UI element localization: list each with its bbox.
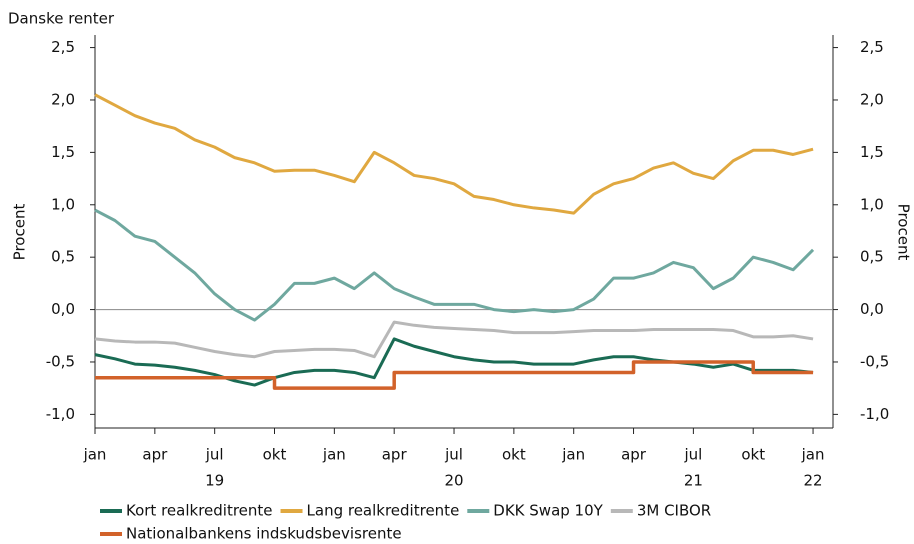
- series-line: [95, 360, 814, 390]
- x-tick-label: jul: [683, 446, 702, 464]
- y2-tick-label: 0,0: [860, 300, 884, 318]
- legend-label: 3M CIBOR: [637, 502, 711, 520]
- y2-tick-label: -1,0: [860, 405, 889, 423]
- y2-tick-label: 1,0: [860, 195, 884, 213]
- y-tick-label: -0,5: [46, 352, 75, 370]
- y2-tick-label: 2,0: [860, 90, 884, 108]
- y2-tick-label: -0,5: [860, 352, 889, 370]
- series-line: [94, 208, 815, 322]
- y-tick-label: -1,0: [46, 405, 75, 423]
- legend-label: Nationalbankens indskudsbevisrente: [126, 525, 402, 543]
- x-tick-label: apr: [382, 446, 408, 464]
- series-line: [94, 93, 814, 215]
- x-year-label: 19: [205, 472, 224, 490]
- legend-label: DKK Swap 10Y: [493, 502, 603, 520]
- x-tick-label: jan: [561, 446, 585, 464]
- y-axis-title: Procent: [11, 204, 29, 261]
- y-tick-label: 2,5: [51, 38, 75, 56]
- legend-label: Lang realkreditrente: [307, 502, 460, 520]
- y-tick-label: 0,5: [51, 248, 75, 266]
- y-tick-label: 2,0: [51, 90, 75, 108]
- y2-axis-title: Procent: [895, 204, 913, 261]
- y-tick-label: 0,0: [51, 300, 75, 318]
- y-tick-label: 1,5: [51, 143, 75, 161]
- x-tick-label: jan: [322, 446, 346, 464]
- x-tick-label: okt: [502, 446, 526, 464]
- y2-tick-label: 1,5: [860, 143, 884, 161]
- y2-tick-label: 0,5: [860, 248, 884, 266]
- chart-title: Danske renter: [8, 10, 115, 28]
- x-year-label: 20: [444, 472, 463, 490]
- y-tick-label: 1,0: [51, 195, 75, 213]
- x-tick-label: jan: [83, 446, 107, 464]
- series-line: [94, 337, 814, 387]
- x-tick-label: okt: [263, 446, 287, 464]
- x-tick-label: jan: [801, 446, 825, 464]
- x-year-label: 22: [804, 472, 823, 490]
- x-tick-label: apr: [142, 446, 168, 464]
- x-tick-label: okt: [741, 446, 765, 464]
- x-tick-label: jul: [444, 446, 463, 464]
- x-tick-label: jul: [205, 446, 224, 464]
- x-year-label: 21: [684, 472, 703, 490]
- legend-label: Kort realkreditrente: [126, 502, 273, 520]
- series-line: [94, 320, 814, 359]
- x-tick-label: apr: [621, 446, 647, 464]
- y2-tick-label: 2,5: [860, 38, 884, 56]
